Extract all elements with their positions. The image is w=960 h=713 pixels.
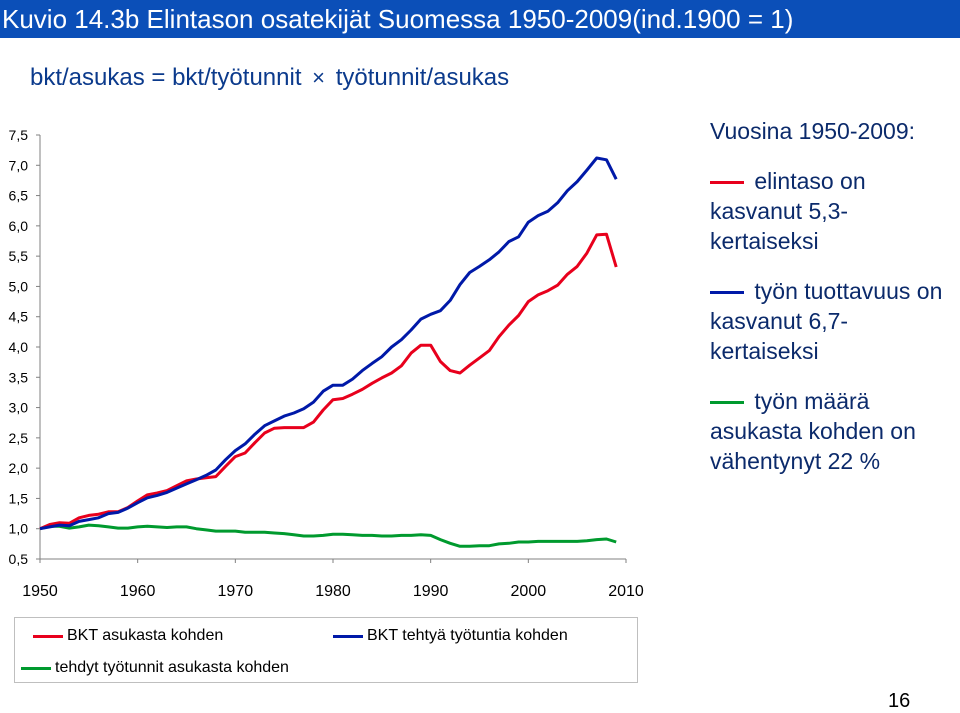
y-tick-label: 7,5	[9, 127, 29, 143]
page-title: Kuvio 14.3b Elintason osatekijät Suomess…	[0, 0, 960, 38]
series-line-blue	[39, 156, 618, 531]
y-tick-label: 6,5	[9, 188, 29, 204]
x-tick-label: 1970	[218, 583, 254, 600]
side-line-red	[710, 181, 744, 185]
legend-swatch-red	[33, 634, 63, 638]
x-tick-labels: 1950 1960 1970 1980 1990 2000 2010	[22, 583, 644, 600]
y-tick-labels: 7,5 7,0 6,5 6,0 5,5 5,0 4,5 4,0 3,5 3,0 2,5 2,0 1,5 1…	[9, 127, 29, 567]
side-item-text: työn tuottavuus on kasvanut 6,7-kertaise…	[710, 278, 943, 364]
chart-subtitle: bkt/asukas = bkt/työtunnit × työtunnit/a…	[30, 64, 509, 92]
side-line-green	[710, 401, 744, 405]
legend-item-bkt-tyotuntia: BKT tehtyä työtuntia kohden	[333, 627, 568, 645]
legend-label: tehdyt työtunnit asukasta kohden	[55, 659, 289, 676]
side-line-blue	[710, 291, 744, 295]
subtitle-left: bkt/asukas = bkt/työtunnit	[30, 64, 302, 91]
y-tick-label: 1,0	[9, 521, 29, 537]
page-number: 16	[888, 690, 911, 712]
x-tick-label: 1980	[315, 583, 351, 600]
chart-axes	[36, 134, 627, 563]
y-tick-label: 5,0	[9, 278, 29, 294]
side-commentary: Vuosina 1950-2009: elintaso on kasvanut …	[710, 116, 950, 496]
series-line-green	[39, 523, 617, 548]
y-tick-label: 3,5	[9, 369, 29, 385]
legend-label: BKT asukasta kohden	[67, 627, 224, 644]
y-tick-label: 2,0	[9, 460, 29, 476]
y-tick-label: 1,5	[9, 490, 29, 506]
multiply-sign: ×	[312, 65, 326, 90]
legend-item-bkt-asukasta: BKT asukasta kohden	[33, 627, 223, 645]
x-tick-label: 1990	[413, 583, 449, 600]
x-tick-label: 1960	[120, 583, 156, 600]
y-tick-label: 7,0	[9, 157, 29, 173]
side-heading: Vuosina 1950-2009:	[710, 118, 916, 144]
legend-swatch-green	[21, 666, 51, 670]
side-item-text: elintaso on kasvanut 5,3-kertaiseksi	[710, 168, 866, 254]
x-tick-label: 1950	[22, 583, 58, 600]
side-item-text: työn määrä asukasta kohden on vähentynyt…	[710, 388, 916, 474]
legend-label: BKT tehtyä työtuntia kohden	[367, 627, 568, 644]
x-tick-label: 2000	[511, 583, 547, 600]
y-tick-label: 3,0	[9, 400, 29, 416]
side-item-tuottavuus: työn tuottavuus on kasvanut 6,7-kertaise…	[710, 276, 950, 366]
y-tick-label: 4,0	[9, 339, 29, 355]
y-tick-label: 4,5	[9, 309, 29, 325]
side-item-tyon-maara: työn määrä asukasta kohden on vähentynyt…	[710, 386, 950, 476]
subtitle-right: työtunnit/asukas	[335, 64, 510, 91]
legend-swatch-blue	[333, 634, 363, 638]
y-tick-label: 6,0	[9, 218, 29, 234]
y-tick-label: 0,5	[9, 551, 29, 567]
y-tick-label: 2,5	[9, 430, 29, 446]
legend-item-tyotunnit: tehdyt työtunnit asukasta kohden	[21, 659, 289, 677]
side-item-elintaso: elintaso on kasvanut 5,3-kertaiseksi	[710, 166, 950, 256]
series-line-red	[39, 232, 618, 531]
y-tick-label: 5,5	[9, 248, 29, 264]
x-tick-label: 2010	[608, 583, 644, 600]
chart-legend: BKT asukasta kohden BKT tehtyä työtuntia…	[14, 617, 638, 683]
chart-series	[39, 156, 618, 548]
